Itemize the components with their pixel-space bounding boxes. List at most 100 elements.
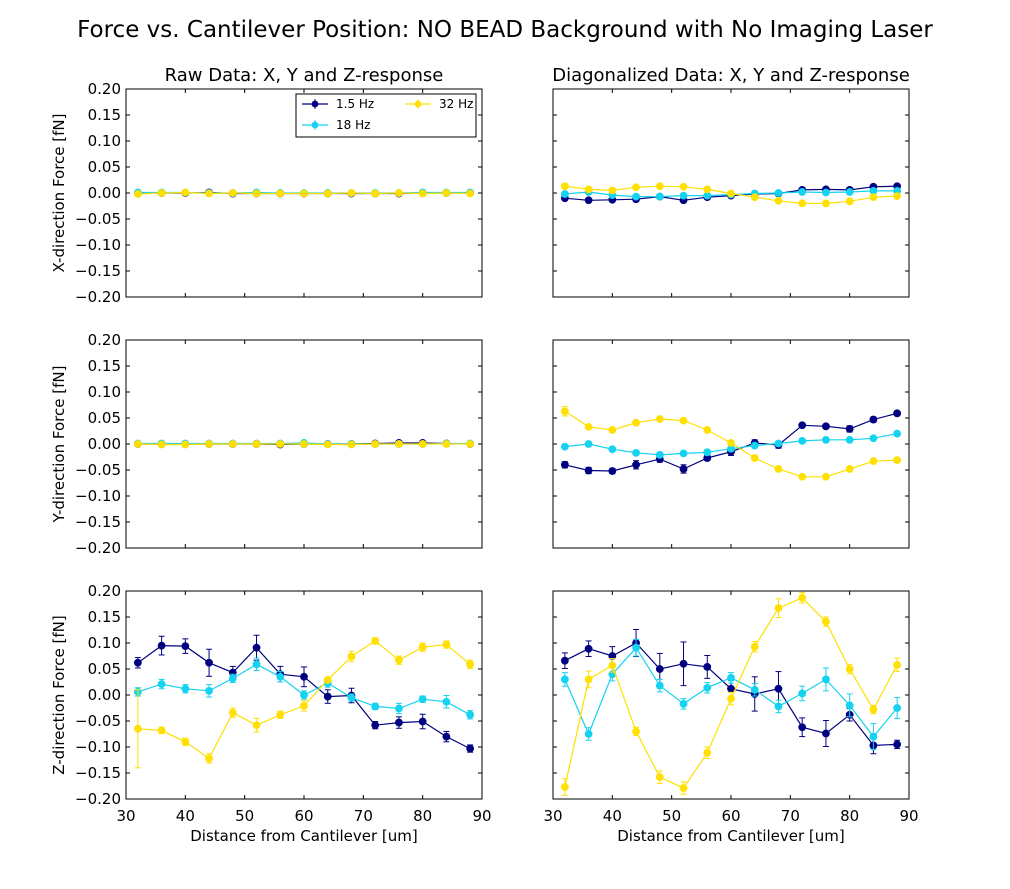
data-point [395,440,403,448]
data-point [300,440,308,448]
data-point [703,683,712,692]
data-point [418,643,427,652]
data-point [822,188,830,197]
axes-frame [552,339,910,549]
y-tick-label: 0.10 [88,132,121,150]
data-point [157,726,166,735]
data-point [774,196,783,205]
data-point [727,673,735,682]
data-point [371,189,380,198]
data-point [750,441,759,450]
axes-frame [552,88,910,298]
data-point [323,440,332,449]
panel-raw-y: −0.20 −0.15 −0.10 −0.05 0.00 0.05 0.10 0.15 0.20… [50,331,483,557]
data-point [252,440,261,448]
data-point [205,754,213,763]
axes-frame [125,88,483,298]
y-tick-label: −0.10 [75,487,121,505]
data-point [560,675,569,684]
data-point [608,467,617,475]
panel-diag-z: 30 40 50 60 70 80 90 Distance from Cantilever [… [543,590,919,845]
data-point [371,637,380,645]
x-tick-label: 50 [235,807,254,825]
data-point [655,451,664,459]
data-point [228,674,237,683]
data-point [822,199,830,208]
data-point [466,440,475,448]
data-point [252,643,261,652]
data-point [869,732,878,741]
data-point [300,189,308,198]
y-tick-label: 0.20 [88,582,121,600]
axes-frame [552,590,910,800]
data-point [252,721,261,730]
series-32-hz [560,592,902,796]
data-point [442,697,451,706]
data-point [276,672,285,681]
data-point [133,190,142,198]
data-point [822,729,830,738]
data-point [845,701,854,710]
y-tick-label: −0.15 [75,513,121,531]
x-tick-label: 30 [116,807,135,825]
data-point [774,465,783,473]
data-point [679,191,688,200]
data-point [679,784,688,792]
x-tick-label: 50 [662,807,681,825]
y-tick-label: −0.15 [75,262,121,280]
data-point [632,643,640,652]
data-point [608,445,617,454]
data-point [632,448,640,457]
data-point [703,663,712,671]
data-point [869,415,878,424]
legend-box [295,93,477,138]
data-point [205,658,213,667]
data-point [205,686,213,695]
data-point [750,642,759,651]
series-32-hz [560,406,902,481]
data-point [584,644,593,653]
y-tick-label: 0.15 [88,106,121,124]
data-point [869,457,878,466]
x-tick-label: 80 [413,807,432,825]
x-tick-label: 70 [781,807,800,825]
data-point [584,675,593,684]
series-18-hz [133,657,475,720]
data-point [181,737,190,746]
y-tick-label: 0.05 [88,158,121,176]
data-point [560,656,569,665]
data-point [679,182,688,191]
panel-raw-x: −0.20 −0.15 −0.10 −0.05 0.00 0.05 0.10 0.15 0.20… [50,65,483,306]
x-tick-label: 90 [472,807,491,825]
data-point [347,693,356,702]
x-tick-label: 40 [176,807,195,825]
data-point [560,783,569,791]
y-tick-label: 0.15 [88,357,121,375]
data-point [774,684,783,693]
data-point [252,189,261,198]
data-point [395,189,403,197]
data-point [442,189,451,197]
data-point [418,695,427,704]
data-point [679,465,688,473]
panel-title: Raw Data: X, Y and Z-response [165,65,444,86]
y-tick-label: −0.05 [75,712,121,730]
data-point [442,732,451,741]
data-point [798,723,807,732]
data-point [845,188,854,196]
data-point [466,710,475,719]
data-point [822,675,830,684]
data-point [181,440,190,449]
data-point [893,740,902,749]
data-point [300,672,308,681]
data-point [655,415,664,423]
data-point [252,660,261,669]
y-axis-label: Y-direction Force [fN] [50,366,68,524]
data-point [560,407,569,416]
data-point [181,684,190,693]
y-tick-label: 0.20 [88,80,121,98]
data-point [727,439,735,447]
data-point [371,440,380,448]
data-point [228,189,237,197]
data-point [228,708,237,717]
